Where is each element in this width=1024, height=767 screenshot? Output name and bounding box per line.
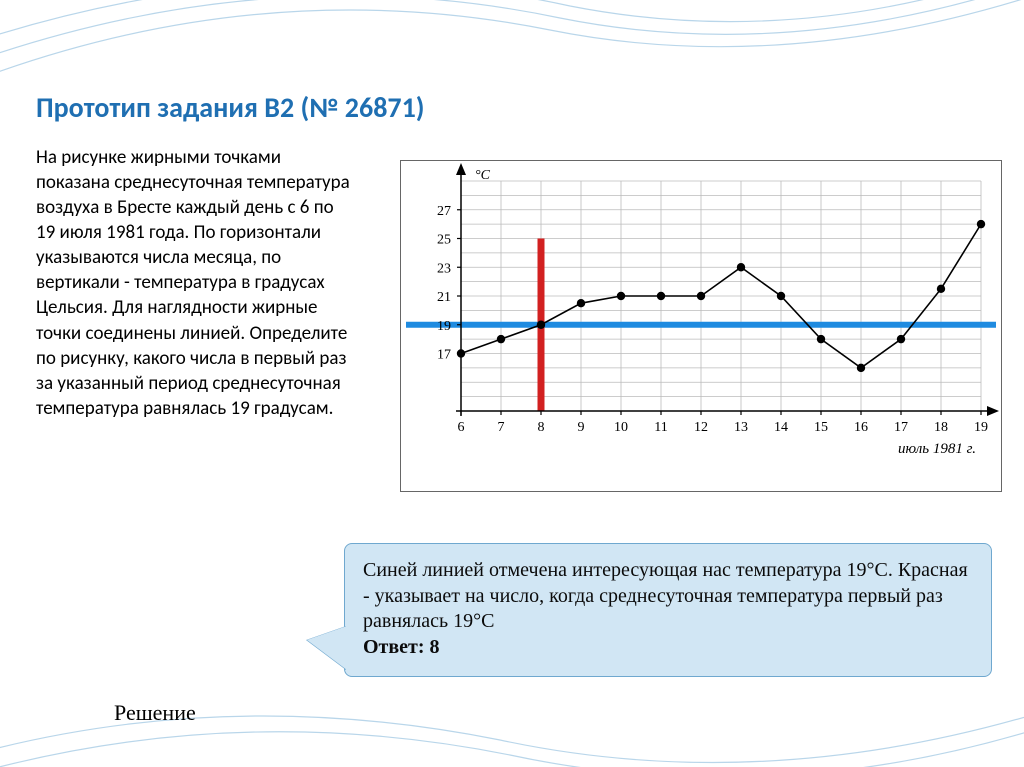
svg-text:11: 11: [654, 420, 667, 435]
answer-value: 8: [430, 636, 440, 658]
svg-text:17: 17: [437, 348, 451, 363]
svg-text:19: 19: [437, 319, 451, 334]
svg-text:июль 1981 г.: июль 1981 г.: [898, 441, 976, 457]
answer-label: Ответ:: [363, 636, 425, 658]
page-title: Прототип задания B2 (№ 26871): [36, 90, 425, 125]
svg-text:16: 16: [854, 420, 868, 435]
callout-text: Синей линией отмечена интересующая нас т…: [363, 559, 968, 632]
svg-text:19: 19: [974, 420, 988, 435]
svg-text:27: 27: [437, 204, 451, 219]
svg-text:18: 18: [934, 420, 948, 435]
svg-text:25: 25: [437, 233, 451, 248]
svg-text:8: 8: [538, 420, 545, 435]
svg-text:23: 23: [437, 261, 451, 276]
chart-svg: 17 19 21 23 25 27 °C 6 7 8 9 10 11 12 13 14 15 16 17 18 19 ию…: [401, 161, 1001, 491]
svg-text:6: 6: [458, 420, 465, 435]
svg-text:21: 21: [437, 290, 451, 305]
svg-text:7: 7: [498, 420, 505, 435]
svg-text:°C: °C: [475, 168, 491, 183]
temperature-chart: 17 19 21 23 25 27 °C 6 7 8 9 10 11 12 13 14 15 16 17 18 19 ию…: [400, 160, 1002, 492]
svg-text:12: 12: [694, 420, 708, 435]
svg-text:14: 14: [774, 420, 788, 435]
problem-text: На рисунке жирными точками показана сред…: [36, 145, 356, 421]
callout-tail-icon: [307, 626, 347, 670]
solution-callout: Синей линией отмечена интересующая нас т…: [344, 543, 992, 677]
svg-text:15: 15: [814, 420, 828, 435]
svg-text:10: 10: [614, 420, 628, 435]
svg-text:17: 17: [894, 420, 908, 435]
svg-text:13: 13: [734, 420, 748, 435]
solution-label: Решение: [114, 700, 196, 726]
svg-text:9: 9: [578, 420, 585, 435]
